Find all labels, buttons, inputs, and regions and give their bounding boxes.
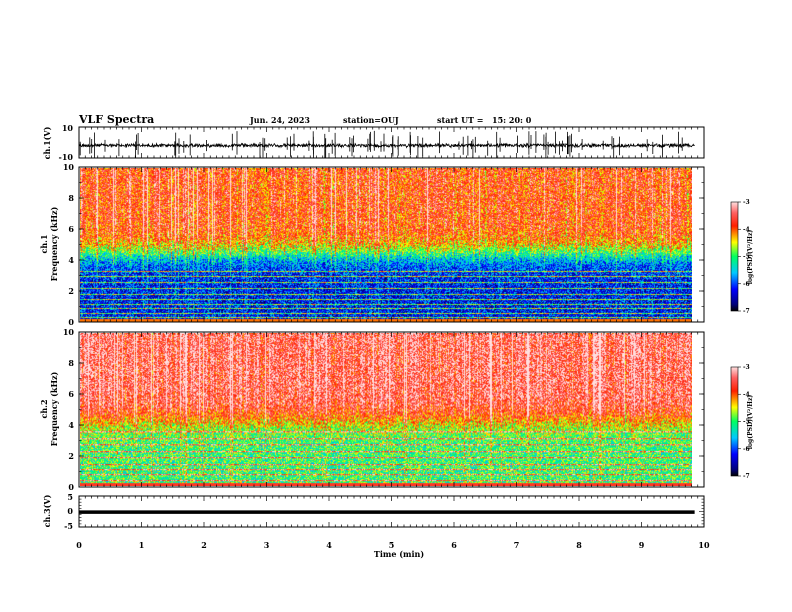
ch1-ytick-top: 10 [62,123,74,133]
ch2-spectrogram-xticks [78,332,705,487]
y-tick-label: 4 [68,420,74,430]
x-tick-label: 1 [139,540,145,550]
ch1-colorbar: -3 -4 -5 -6 -7 log(PSD)(V²/Hz) [730,199,754,315]
x-tick-label: 5 [389,540,395,550]
ch2-spectrogram-image [80,333,692,486]
x-tick-label: 4 [326,540,332,550]
ch1-waveform-trace [78,130,695,158]
ch3-waveform-xticks [78,496,705,527]
ch2-spectrogram-ylabel-frequency: Frequency (kHz) [49,371,59,446]
y-tick-label: 8 [68,193,74,203]
ch1-waveform-xticks [78,127,705,158]
ch3-waveform-ylabel: ch.3(V) [42,494,52,527]
colorbar-tick-label: -6 [743,281,750,288]
x-axis-label: Time (min) [374,549,424,559]
ch2-colorbar-ticks: -3 -4 -5 -6 -7 [738,364,750,480]
ch2-spectrogram-yticks: 0 2 4 6 8 10 [63,327,704,492]
y-tick-label: 4 [68,255,74,265]
ch1-ytick-bottom: -10 [59,152,74,162]
y-tick-label: 10 [63,327,75,337]
y-tick-label: 0 [68,482,74,492]
x-tick-label: 10 [698,540,710,550]
y-tick-label: 10 [63,162,75,172]
ch1-colorbar-bar [730,201,739,312]
ch3-waveform-panel: 5 0 -5 ch.3(V) [42,492,705,531]
ch2-colorbar-label: log(PSD)(V²/Hz) [747,395,754,450]
colorbar-tick-label: -7 [743,473,750,480]
ch1-colorbar-label: log(PSD)(V²/Hz) [747,230,754,285]
date-label: Jun. 24, 2023 [249,115,310,125]
ch1-waveform-spikes [79,130,683,158]
y-tick-label: 6 [68,389,74,399]
y-tick-label: 2 [68,286,74,296]
ch1-spectrogram-ylabel-channel: ch.1 [39,234,49,253]
ch1-waveform-line [78,142,695,149]
ch1-waveform-ylabel: ch.1(V) [42,126,52,159]
ch1-spectrogram-yticks: 0 2 4 6 8 10 [63,162,704,327]
colorbar-tick-label: -6 [743,446,750,453]
colorbar-tick-label: -3 [743,364,750,371]
ch2-colorbar-bar [730,366,739,477]
x-axis-tick-labels: 0 1 2 3 4 5 6 7 8 9 10 [76,540,710,550]
start-ut-label: start UT = [437,115,484,125]
y-tick-label: 8 [68,358,74,368]
colorbar-tick-label: -4 [743,391,750,398]
x-tick-label: 7 [514,540,520,550]
ch2-spectrogram-ylabel-channel: ch.2 [39,399,49,418]
ch1-waveform-panel: 10 -10 ch.1(V) [42,123,705,162]
ch3-ytick-top: 5 [67,492,73,502]
ch1-spectrogram-image [80,168,692,322]
x-tick-label: 9 [639,540,645,550]
x-tick-label: 0 [76,540,82,550]
ch1-colorbar-ticks: -3 -4 -5 -6 -7 [738,199,750,315]
ch2-colorbar: -3 -4 -5 -6 -7 log(PSD)(V²/Hz) [730,364,754,480]
ch2-spectrogram-panel: 0 2 4 6 8 10 ch.2 Frequency (kHz) [39,327,705,492]
ch3-ytick-bottom: -5 [64,521,73,531]
ch1-spectrogram-xticks [78,167,705,322]
x-tick-label: 6 [451,540,457,550]
ch3-waveform-trace [79,495,704,528]
y-tick-label: 0 [68,317,74,327]
colorbar-tick-label: -7 [743,308,750,315]
figure-title: VLF Spectra [78,113,154,126]
colorbar-tick-label: -5 [743,419,750,426]
colorbar-tick-label: -5 [743,254,750,261]
station-label: station=OUJ [343,115,399,125]
x-tick-label: 3 [264,540,270,550]
ch1-waveform-frame [78,126,705,159]
x-tick-label: 8 [576,540,582,550]
ch1-spectrogram-ylabel-frequency: Frequency (kHz) [49,206,59,281]
ch3-ytick-middle: 0 [67,506,73,516]
colorbar-tick-label: -3 [743,199,750,206]
start-time-value: 15: 20: 0 [492,115,532,125]
ch1-spectrogram-panel: 0 2 4 6 8 10 ch.1 Frequency (kHz) [39,162,705,327]
colorbar-tick-label: -4 [743,226,750,233]
y-tick-label: 6 [68,224,74,234]
x-tick-label: 2 [201,540,207,550]
y-tick-label: 2 [68,451,74,461]
